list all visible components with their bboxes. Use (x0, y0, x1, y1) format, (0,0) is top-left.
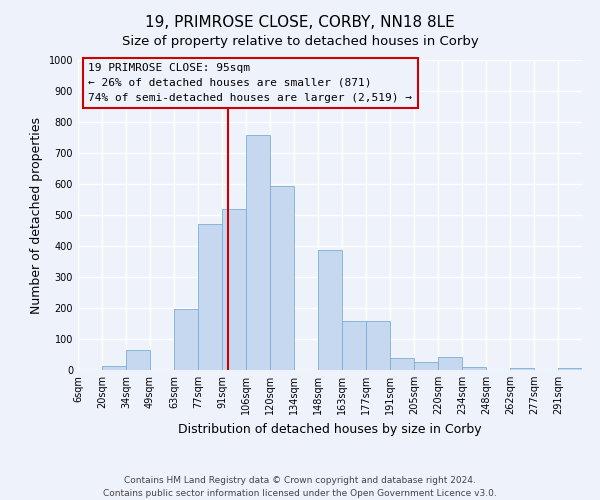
Y-axis label: Number of detached properties: Number of detached properties (30, 116, 43, 314)
X-axis label: Distribution of detached houses by size in Corby: Distribution of detached houses by size … (178, 422, 482, 436)
Bar (270, 186, 294, 370)
Text: Contains HM Land Registry data © Crown copyright and database right 2024.
Contai: Contains HM Land Registry data © Crown c… (103, 476, 497, 498)
Bar (318, 250, 342, 370)
Text: 19, PRIMROSE CLOSE, CORBY, NN18 8LE: 19, PRIMROSE CLOSE, CORBY, NN18 8LE (145, 15, 455, 30)
Bar (246, 135, 270, 370)
Bar (198, 224, 222, 370)
Bar (126, 350, 150, 370)
Bar (462, 367, 486, 370)
Bar (558, 368, 582, 370)
Bar (366, 321, 390, 370)
Bar (510, 368, 534, 370)
Bar (390, 358, 414, 370)
Bar (102, 366, 126, 370)
Text: 19 PRIMROSE CLOSE: 95sqm
← 26% of detached houses are smaller (871)
74% of semi-: 19 PRIMROSE CLOSE: 95sqm ← 26% of detach… (88, 63, 412, 102)
Text: Size of property relative to detached houses in Corby: Size of property relative to detached ho… (122, 35, 478, 48)
Bar (222, 210, 246, 370)
Bar (414, 362, 438, 370)
Bar (438, 356, 462, 370)
Bar (174, 308, 198, 370)
Bar (342, 321, 366, 370)
